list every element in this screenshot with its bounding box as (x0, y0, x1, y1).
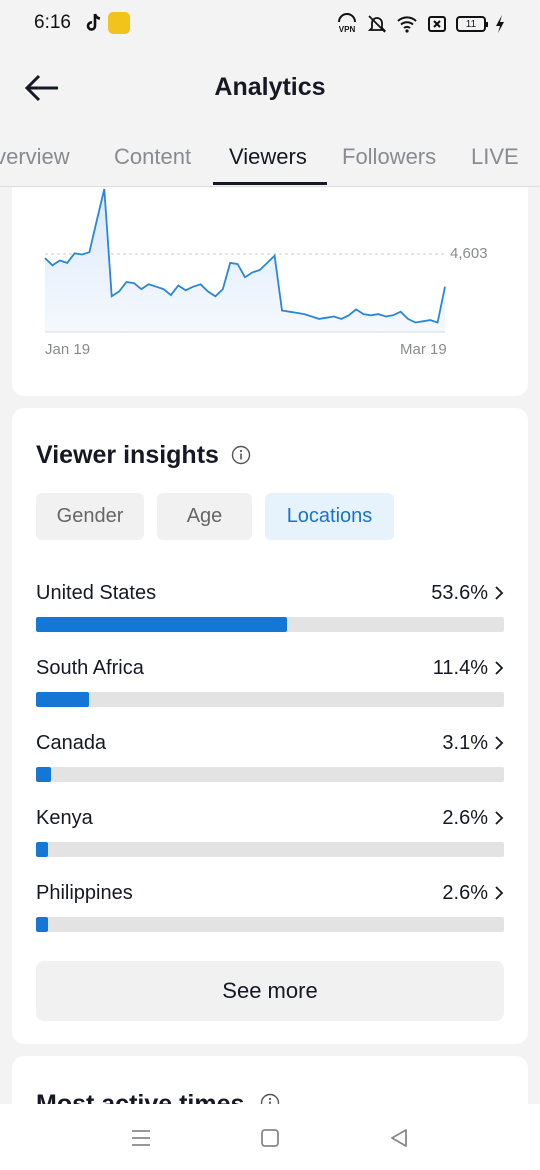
info-icon[interactable] (231, 445, 251, 465)
chart-area (45, 189, 445, 332)
status-time: 6:16 (34, 12, 71, 33)
chip-age[interactable]: Age (157, 493, 252, 540)
location-bar-fill (36, 617, 287, 632)
location-row-united-states[interactable]: United States 53.6% (36, 582, 504, 642)
chip-locations[interactable]: Locations (265, 493, 394, 540)
chevron-right-icon (495, 811, 504, 825)
page-title: Analytics (214, 73, 326, 101)
location-row-canada[interactable]: Canada 3.1% (36, 732, 504, 792)
back-arrow-icon[interactable] (22, 70, 62, 106)
status-icons: VPN 11 (336, 12, 506, 36)
location-name: Canada (36, 732, 107, 754)
location-row-philippines[interactable]: Philippines 2.6% (36, 882, 504, 942)
location-bar-fill (36, 917, 49, 932)
location-row-kenya[interactable]: Kenya 2.6% (36, 807, 504, 867)
location-name: Philippines (36, 882, 133, 904)
battery-icon: 11 (456, 16, 488, 32)
game-icon (108, 12, 130, 34)
wifi-icon (397, 16, 417, 33)
location-row-south-africa[interactable]: South Africa 11.4% (36, 657, 504, 717)
see-more-button[interactable]: See more (36, 961, 504, 1021)
app-header: Analytics (0, 48, 540, 130)
mute-icon (367, 15, 387, 33)
location-percent: 53.6% (431, 582, 488, 604)
charging-icon (496, 15, 504, 33)
location-bar-fill (36, 692, 90, 707)
location-bar-track (36, 842, 504, 857)
svg-text:VPN: VPN (339, 25, 356, 34)
tab-content[interactable]: Content (114, 144, 192, 169)
menu-icon[interactable] (129, 1126, 153, 1150)
battery-level: 11 (465, 18, 477, 30)
screen-icon (428, 16, 446, 32)
location-bar-track (36, 617, 504, 632)
system-nav-bar (0, 1104, 540, 1170)
back-icon[interactable] (387, 1126, 411, 1150)
location-name: United States (36, 582, 157, 604)
vpn-icon: VPN (338, 13, 356, 34)
location-name: Kenya (36, 807, 93, 829)
location-percent: 3.1% (442, 732, 488, 754)
location-bar-track (36, 767, 504, 782)
tab-live[interactable]: LIVE (471, 144, 519, 169)
viewers-chart (44, 188, 446, 333)
tab-viewers[interactable]: Viewers (229, 144, 307, 169)
location-percent: 11.4% (432, 657, 488, 679)
chevron-right-icon (495, 736, 504, 750)
viewer-insights-card: Viewer insights Gender Age Locations Uni… (12, 408, 528, 1044)
chevron-right-icon (495, 886, 504, 900)
viewer-insights-title: Viewer insights (36, 441, 219, 469)
x-start-label: Jan 19 (45, 341, 91, 358)
home-icon[interactable] (258, 1126, 282, 1150)
chevron-right-icon (495, 661, 504, 675)
tiktok-icon (86, 13, 101, 31)
chip-gender[interactable]: Gender (36, 493, 144, 540)
location-percent: 2.6% (442, 882, 488, 904)
tab-overview[interactable]: Overview (0, 144, 70, 169)
location-bar-fill (36, 767, 51, 782)
reference-value-label: 4,603 (450, 245, 488, 262)
status-bar: 6:16 VPN 11 (0, 0, 540, 48)
analytics-tabs: Overview Content Viewers Followers LIVE (0, 130, 540, 187)
chevron-right-icon (495, 586, 504, 600)
location-bar-track (36, 692, 504, 707)
location-bar-fill (36, 842, 49, 857)
location-bar-track (36, 917, 504, 932)
tab-followers[interactable]: Followers (342, 144, 437, 169)
chart-line (44, 188, 446, 324)
x-end-label: Mar 19 (400, 341, 447, 358)
location-name: South Africa (36, 657, 144, 679)
active-tab-indicator (213, 182, 327, 185)
location-percent: 2.6% (442, 807, 488, 829)
viewers-chart-card: 4,603 Jan 19 Mar 19 (12, 187, 528, 396)
